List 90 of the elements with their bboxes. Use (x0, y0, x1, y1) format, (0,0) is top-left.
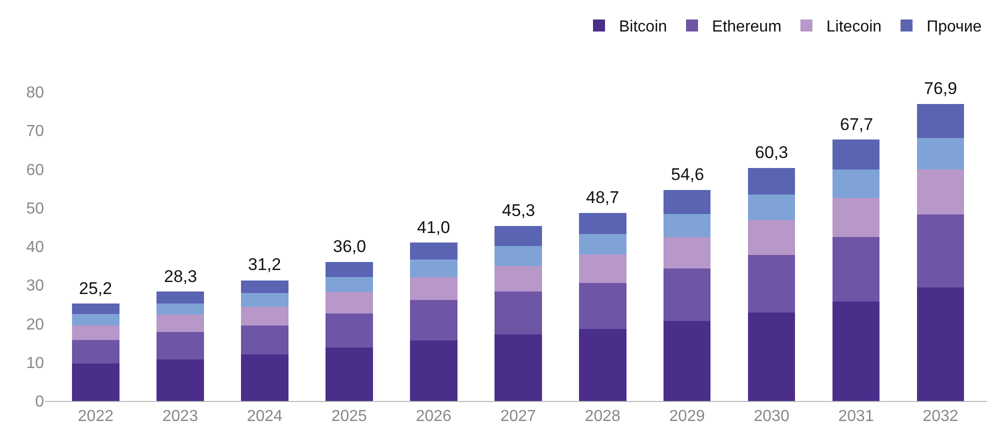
bar (325, 292, 373, 314)
bar (916, 170, 964, 214)
bar (663, 237, 711, 269)
bar (156, 359, 204, 401)
total-label: 41,0 (417, 218, 450, 237)
bar (410, 340, 458, 401)
bar (494, 334, 542, 401)
bar (578, 234, 626, 255)
bar (832, 140, 880, 170)
bar (410, 260, 458, 278)
x-tick-label: 2028 (584, 408, 620, 426)
y-tick-label: 80 (26, 84, 44, 102)
total-label: 54,6 (671, 165, 704, 184)
legend-label: Прочие (926, 18, 982, 36)
y-tick-label: 20 (26, 316, 44, 334)
bar (832, 236, 880, 302)
bar (72, 340, 120, 364)
total-label: 76,9 (924, 79, 958, 98)
bar (410, 242, 458, 260)
bar (578, 212, 626, 234)
bar (748, 220, 796, 255)
x-tick-label: 2026 (416, 408, 452, 426)
y-tick-label: 60 (26, 162, 44, 179)
y-tick-label: 40 (26, 239, 44, 256)
legend-label: Ethereum (712, 18, 782, 36)
bar (748, 255, 796, 313)
total-label: 67,7 (840, 115, 874, 134)
bar (916, 214, 964, 288)
legend-label: Litecoin (826, 18, 882, 36)
x-tick-label: 2029 (669, 408, 705, 426)
bar (748, 312, 796, 401)
x-tick-label: 2030 (754, 408, 790, 426)
bar (72, 304, 120, 314)
bar (578, 283, 626, 330)
bar (156, 292, 204, 304)
total-label: 25,2 (79, 279, 112, 298)
bar (325, 262, 373, 278)
x-tick-label: 2025 (331, 408, 368, 426)
y-tick-label: 50 (26, 200, 44, 218)
total-label: 45,3 (502, 201, 536, 220)
bar (578, 254, 626, 284)
bar (72, 364, 120, 401)
x-tick-label: 2032 (922, 408, 958, 426)
bar (663, 321, 711, 401)
bar (748, 168, 796, 194)
bar (156, 303, 204, 314)
x-tick-label: 2024 (246, 408, 283, 426)
bar (832, 198, 880, 237)
y-tick-label: 0 (35, 394, 44, 411)
bar (494, 292, 542, 335)
bar (156, 332, 204, 360)
y-tick-label: 30 (26, 278, 44, 295)
x-tick-label: 2022 (78, 408, 114, 426)
bar (72, 325, 120, 340)
bar (494, 246, 542, 266)
bar (241, 292, 288, 307)
bar (832, 302, 880, 401)
x-tick-label: 2027 (500, 408, 536, 426)
total-label: 28,3 (164, 267, 198, 286)
y-tick-label: 10 (26, 354, 44, 372)
bar (916, 287, 964, 401)
y-tick-label: 70 (26, 123, 44, 140)
bar (325, 277, 373, 292)
bar (578, 329, 626, 401)
bar (241, 354, 288, 401)
bar (916, 138, 964, 170)
x-tick-label: 2023 (162, 408, 198, 426)
bar (748, 194, 796, 220)
total-label: 48,7 (586, 188, 620, 207)
bar (241, 325, 288, 355)
total-label: 36,0 (333, 237, 366, 256)
bar (325, 313, 373, 348)
bar (663, 190, 711, 214)
legend-label: Bitcoin (619, 18, 668, 36)
total-label: 31,2 (248, 255, 282, 274)
bar (72, 314, 120, 326)
bar (663, 214, 711, 238)
bar (410, 300, 458, 340)
bar (832, 169, 880, 198)
bar (325, 347, 373, 401)
bar (241, 306, 288, 326)
bar (916, 104, 964, 138)
bar (241, 280, 288, 293)
bar (663, 268, 711, 322)
total-label: 60,3 (755, 143, 788, 162)
bar (494, 226, 542, 246)
bar (410, 277, 458, 300)
bar (156, 314, 204, 332)
bar (494, 266, 542, 292)
x-tick-label: 2031 (838, 408, 874, 426)
